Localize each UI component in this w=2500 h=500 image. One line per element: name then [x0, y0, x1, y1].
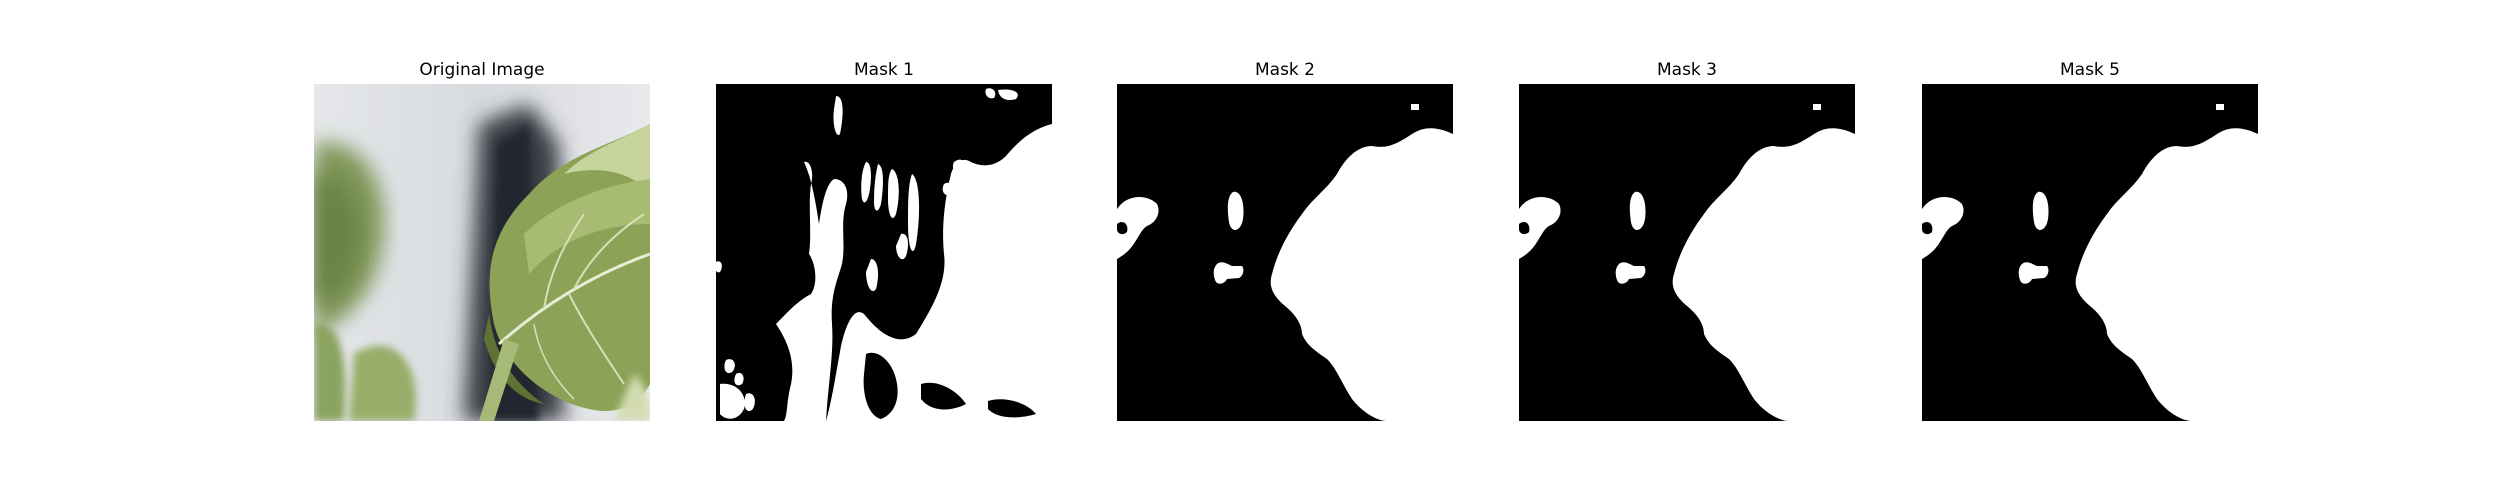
panel-title: Mask 2 — [1254, 60, 1315, 80]
original-image — [314, 84, 650, 421]
panel-title: Mask 1 — [853, 60, 914, 80]
panel-mask-2: Mask 2 — [1117, 60, 1453, 421]
mask-image — [1922, 84, 2258, 421]
mask-image — [716, 84, 1052, 421]
panel-mask-1: Mask 1 — [716, 60, 1052, 421]
panel-title: Mask 3 — [1656, 60, 1717, 80]
panel-original-image: Original Image — [314, 60, 650, 421]
panel-mask-5: Mask 5 — [1922, 60, 2258, 421]
panel-title: Mask 5 — [2059, 60, 2120, 80]
mask-image — [1519, 84, 1855, 421]
panel-mask-3: Mask 3 — [1519, 60, 1855, 421]
panel-title: Original Image — [419, 60, 545, 80]
mask-image — [1117, 84, 1453, 421]
